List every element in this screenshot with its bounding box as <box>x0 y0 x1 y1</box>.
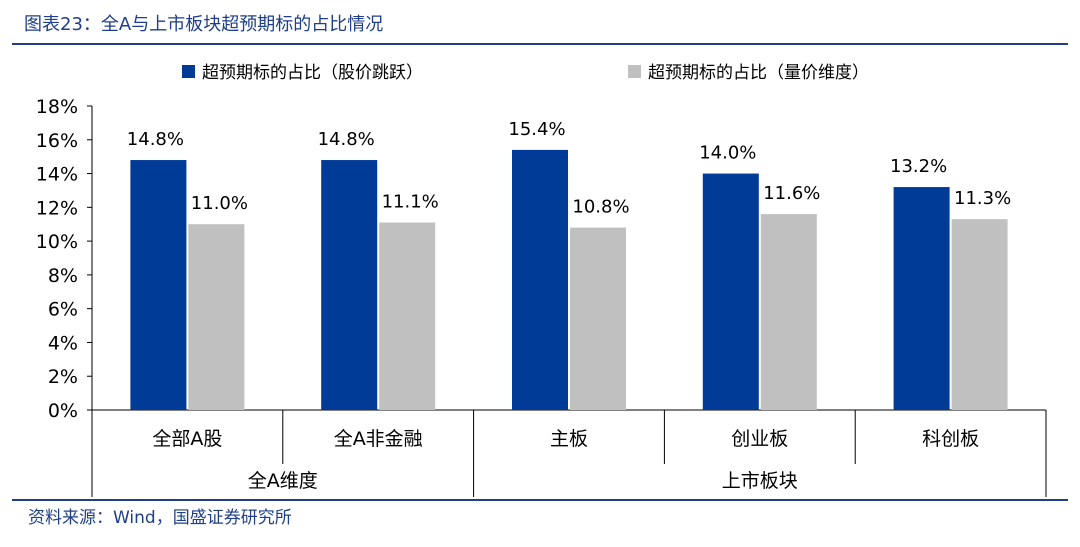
legend-label-1: 超预期标的占比（股价跳跃） <box>202 63 423 83</box>
bar-series1-5 <box>893 187 950 410</box>
bar-series1-3 <box>512 149 568 410</box>
bar-series2-2 <box>379 222 436 410</box>
y-tick-label: 12% <box>36 197 78 219</box>
x-category-label: 创业板 <box>731 428 788 450</box>
source-note: 资料来源：Wind，国盛证券研究所 <box>28 508 292 528</box>
bar-series1-2 <box>321 160 378 410</box>
data-label: 15.4% <box>508 119 565 140</box>
bar-series2-1 <box>188 224 245 410</box>
y-tick-label: 14% <box>36 164 78 186</box>
data-label: 10.8% <box>572 197 629 218</box>
bar-series2-5 <box>951 219 1008 410</box>
x-group-label: 全A维度 <box>248 470 318 492</box>
x-category-label: 全A非金融 <box>334 428 423 450</box>
x-category-label: 科创板 <box>922 428 979 450</box>
bar-series2-3 <box>570 227 626 410</box>
y-tick-label: 2% <box>48 366 78 388</box>
top-rule <box>12 43 1068 45</box>
data-label: 14.8% <box>127 129 184 150</box>
legend-swatch-2 <box>628 65 641 78</box>
y-tick-label: 10% <box>36 231 78 253</box>
data-label: 14.0% <box>699 143 756 164</box>
data-label: 11.3% <box>954 188 1011 209</box>
legend-label-2: 超预期标的占比（量价维度） <box>648 63 869 83</box>
x-category-label: 主板 <box>550 428 588 450</box>
bar-series1-4 <box>702 173 759 410</box>
x-category-label: 全部A股 <box>152 428 222 450</box>
bar-series2-4 <box>760 214 817 410</box>
data-label: 13.2% <box>890 156 947 177</box>
data-label: 11.0% <box>191 193 248 214</box>
y-tick-label: 8% <box>48 265 78 287</box>
bottom-rule <box>12 499 1068 501</box>
legend-swatch-1 <box>182 65 195 78</box>
y-tick-label: 18% <box>36 96 78 118</box>
y-tick-label: 16% <box>36 130 78 152</box>
y-tick-label: 4% <box>48 332 78 354</box>
y-tick-label: 0% <box>48 400 78 422</box>
y-tick-label: 6% <box>48 299 78 321</box>
data-label: 14.8% <box>318 129 375 150</box>
bar-series1-1 <box>130 160 187 410</box>
x-group-label: 上市板块 <box>722 470 798 492</box>
figure-title: 图表23：全A与上市板块超预期标的占比情况 <box>24 14 384 35</box>
data-label: 11.6% <box>763 183 820 204</box>
data-label: 11.1% <box>382 192 439 213</box>
